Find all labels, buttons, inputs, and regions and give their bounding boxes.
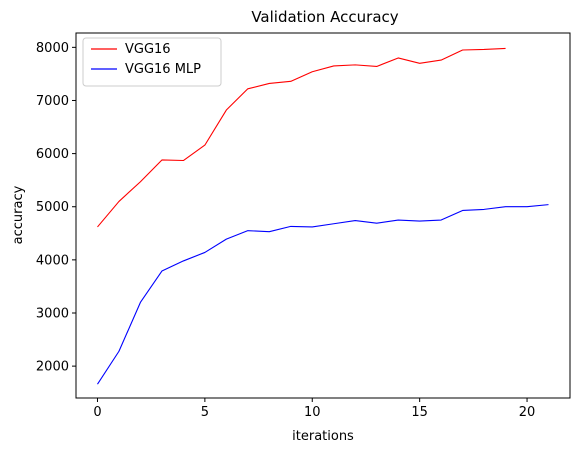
legend-label: VGG16 MLP (125, 62, 201, 77)
y-tick-label: 5000 (36, 200, 69, 215)
y-tick-label: 7000 (36, 94, 69, 109)
y-tick-label: 3000 (36, 306, 69, 321)
x-tick-label: 5 (201, 405, 209, 420)
x-tick-label: 15 (411, 405, 428, 420)
legend-box (82, 37, 222, 87)
x-tick-label: 20 (519, 405, 536, 420)
series-line-vgg16 (97, 47, 506, 228)
plot-area (97, 47, 549, 385)
x-tick-label: 10 (304, 405, 321, 420)
y-tick-label: 2000 (36, 360, 69, 375)
y-tick-label: 8000 (36, 41, 69, 56)
y-axis-title: accuracy (11, 185, 26, 244)
plot-frame (75, 32, 571, 399)
chart-title: Validation Accuracy (251, 8, 398, 26)
y-axis: 2000 3000 4000 5000 6000 7000 8000 (36, 41, 76, 375)
x-tick-label: 0 (93, 405, 101, 420)
x-axis: 0 5 10 15 20 (93, 398, 535, 420)
y-tick-label: 4000 (36, 253, 69, 268)
series-line-vgg16-mlp (97, 204, 549, 385)
legend-label: VGG16 (125, 42, 171, 57)
x-axis-title: iterations (292, 429, 354, 444)
legend: VGG16 VGG16 MLP (82, 37, 222, 87)
y-tick-label: 6000 (36, 147, 69, 162)
